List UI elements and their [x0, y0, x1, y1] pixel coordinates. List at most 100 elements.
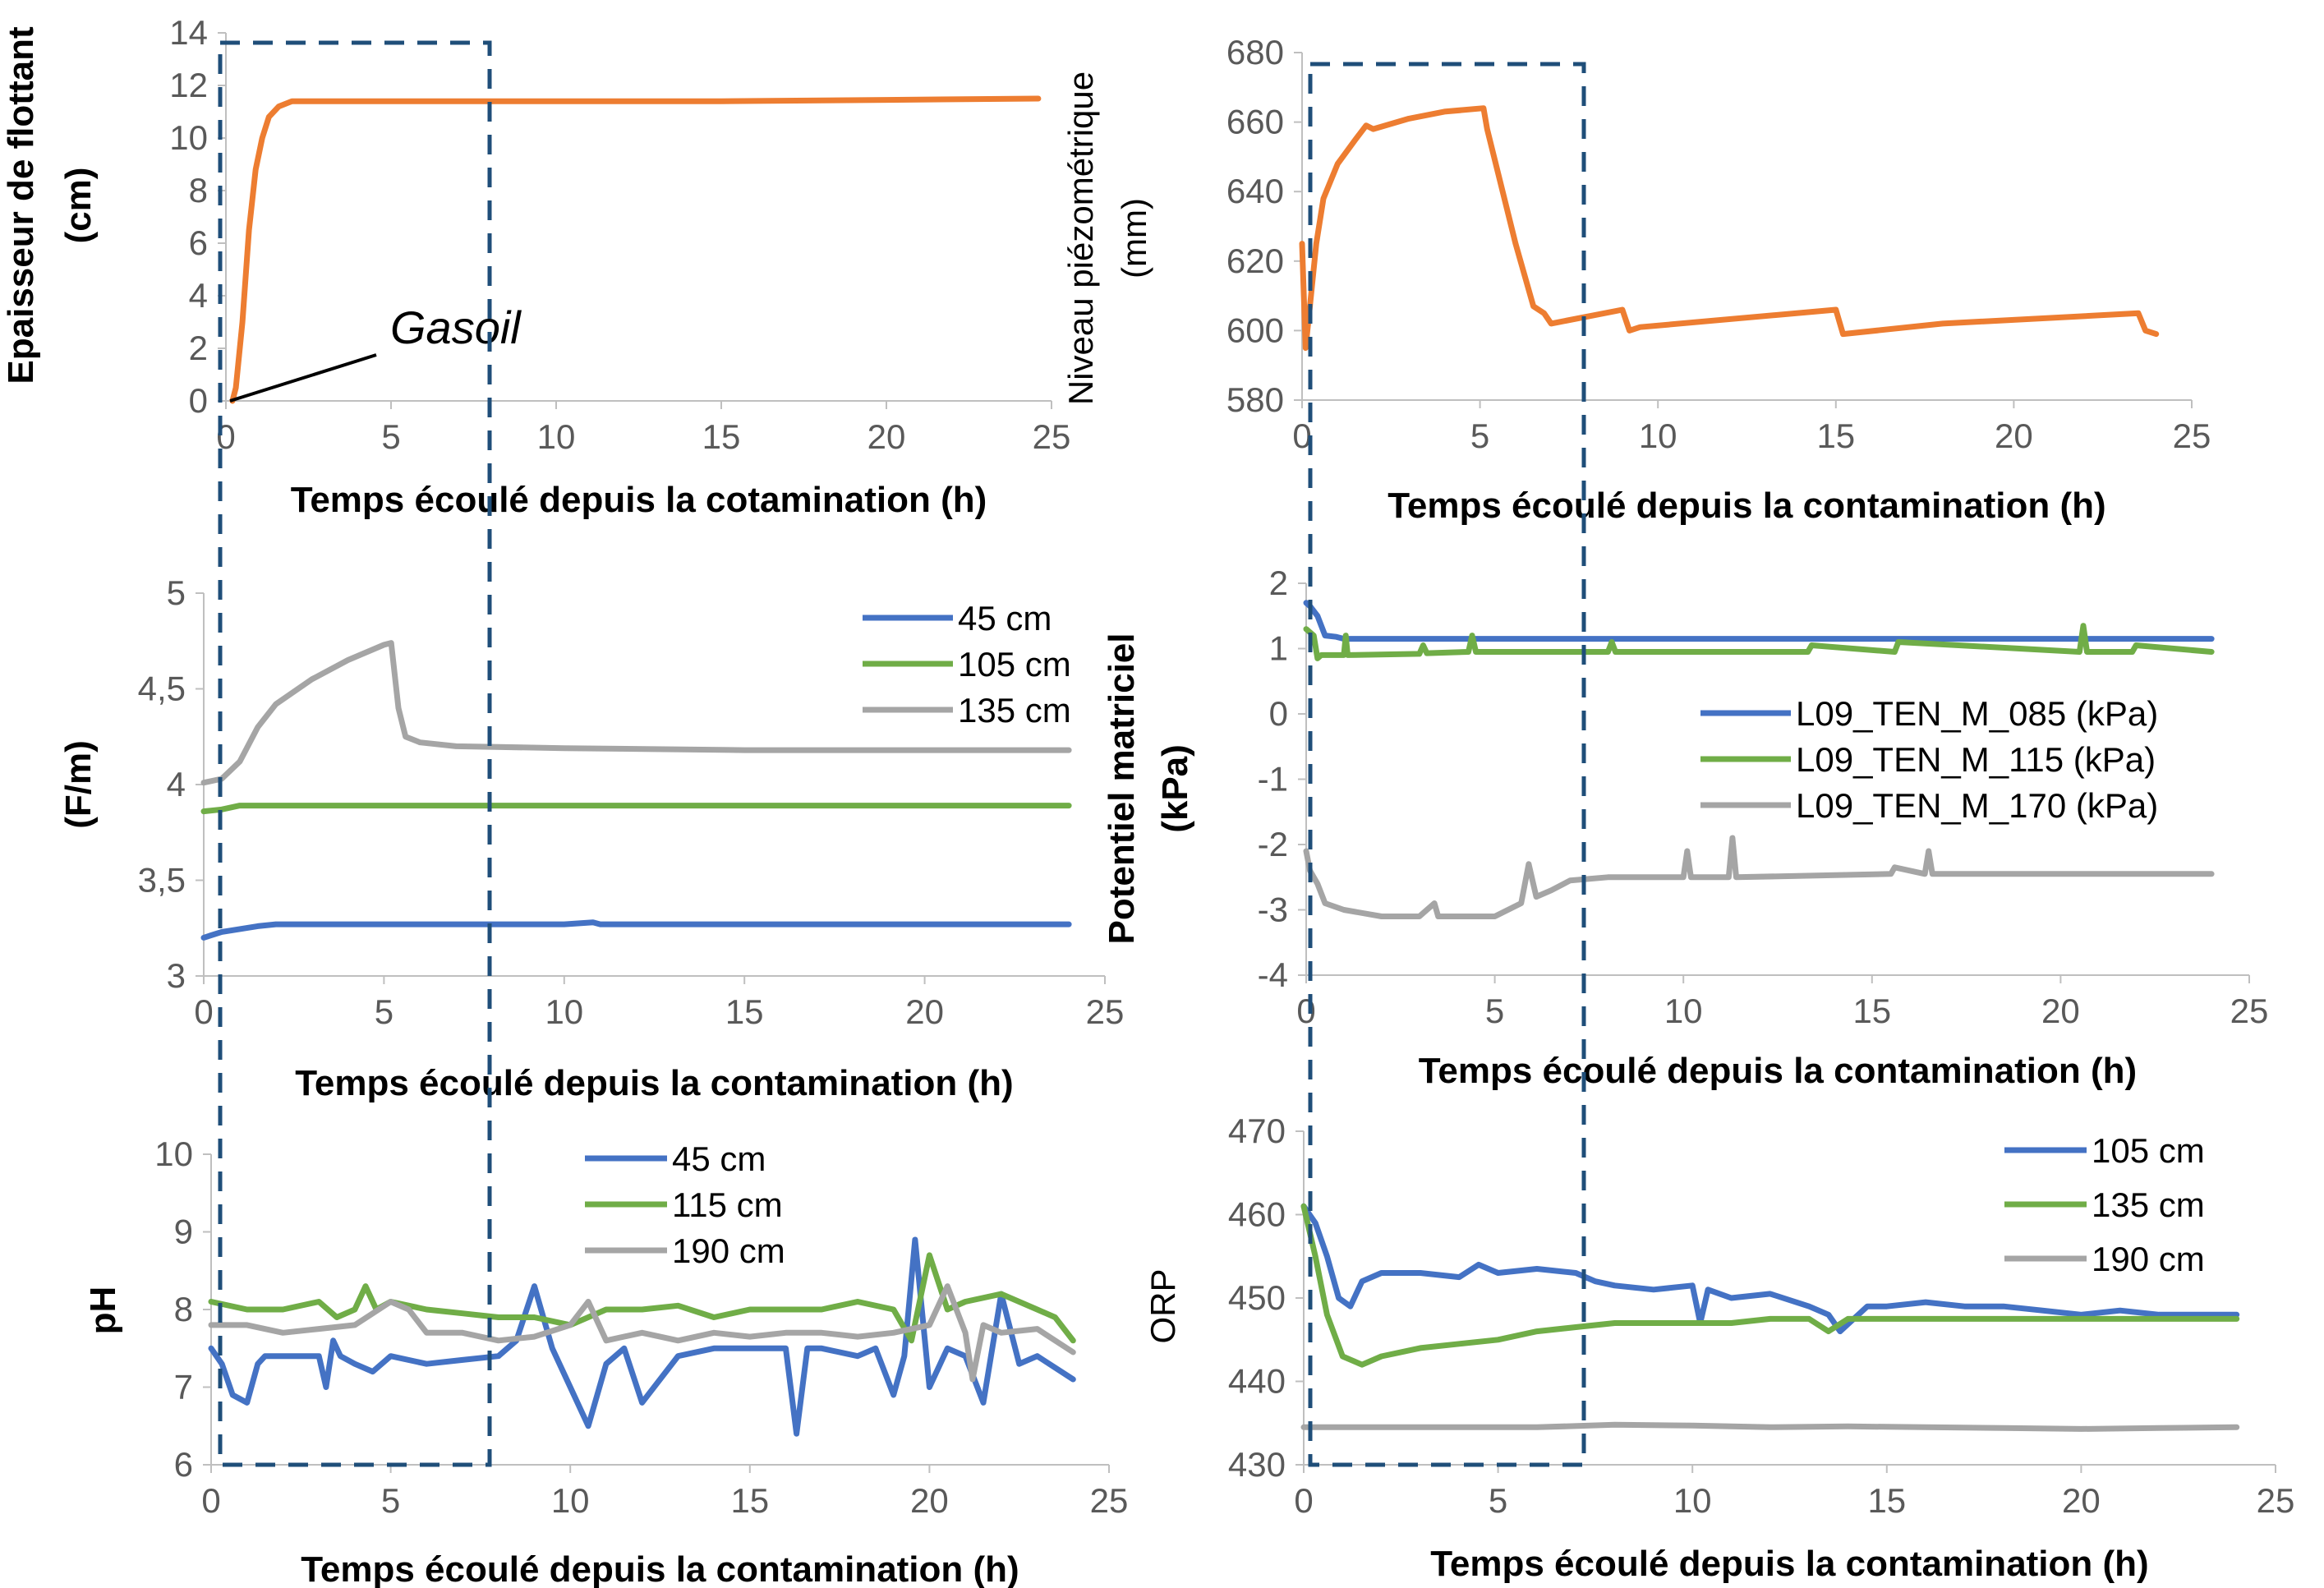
y-tick-label: 680 — [1226, 33, 1284, 71]
x-tick-label: 15 — [1816, 417, 1855, 455]
x-axis-title: Temps écoulé depuis la cotamination (h) — [291, 480, 987, 520]
x-tick-label: 5 — [375, 992, 393, 1031]
chart-p3: 0 5 10 15 20 25 3 3,5 4 4,5 5 Temps écoulé depuis l… — [58, 573, 1124, 1103]
series-line-orange — [1299, 105, 2160, 352]
y-tick-label: 640 — [1226, 172, 1284, 210]
series-line-45-cm — [208, 1236, 1076, 1437]
highlight-box-left — [218, 40, 492, 1467]
chart-p6: 0 5 10 15 20 25 430 440 450 460 470 Temps écoulé de… — [1144, 1112, 2294, 1584]
series-line-105-cm — [200, 803, 1072, 815]
x-tick-label: 25 — [1090, 1481, 1129, 1520]
x-tick-label: 15 — [1852, 992, 1891, 1030]
legend-label: L09_TEN_M_115 (kPa) — [1796, 740, 2156, 779]
y-tick-label: 6 — [174, 1445, 193, 1484]
legend-label: 190 cm — [672, 1231, 785, 1270]
x-tick-label: 5 — [381, 1481, 400, 1520]
y-axis-title: (F/m) — [58, 740, 99, 829]
x-tick-label: 25 — [2173, 417, 2211, 455]
y-tick-label: 2 — [189, 329, 208, 367]
y-tick-label: 9 — [174, 1213, 193, 1251]
y-axis-title-line: (F/m) — [58, 740, 99, 829]
x-tick-label: 5 — [1489, 1481, 1507, 1520]
x-tick-label: 20 — [910, 1481, 949, 1520]
series-line-190-cm — [208, 1283, 1076, 1383]
legend-label: 45 cm — [672, 1139, 766, 1178]
y-tick-label: 5 — [167, 573, 186, 612]
legend-label: 105 cm — [958, 645, 1071, 684]
y-tick-label: 6 — [189, 223, 208, 262]
chart-p5: 0 5 10 15 20 25 6 7 8 9 10 Temps écoulé depuis la c… — [83, 1135, 1128, 1588]
y-tick-label: 600 — [1226, 311, 1284, 349]
x-tick-label: 10 — [1673, 1481, 1712, 1520]
legend-label: 190 cm — [2092, 1240, 2205, 1278]
chart-p4: 0 5 10 15 20 25 -4 -3 -2 -1 0 1 2 Temps écoulé depuis… — [1102, 564, 2268, 1091]
x-tick-label: 20 — [905, 992, 944, 1031]
legend-label: 45 cm — [958, 599, 1052, 638]
y-tick-label: 470 — [1228, 1112, 1286, 1150]
y-axis-title: pH — [83, 1287, 123, 1335]
legend-label: 135 cm — [958, 691, 1071, 730]
x-tick-label: 25 — [2257, 1481, 2295, 1520]
y-axis-title-line: (cm) — [58, 168, 99, 244]
y-tick-label: 0 — [189, 381, 208, 420]
series-line-135-cm — [1300, 1203, 2240, 1368]
x-tick-label: 15 — [725, 992, 764, 1031]
series-line-45-cm — [200, 919, 1072, 941]
y-tick-label: 4,5 — [138, 670, 186, 708]
x-tick-label: 10 — [1639, 417, 1677, 455]
series-line-190-cm — [1300, 1421, 2240, 1432]
x-tick-label: 20 — [2041, 992, 2080, 1030]
y-tick-label: 2 — [1269, 564, 1288, 602]
y-tick-label: 620 — [1226, 242, 1284, 280]
legend-label: L09_TEN_M_085 (kPa) — [1796, 694, 2158, 733]
y-tick-label: 440 — [1228, 1362, 1286, 1401]
y-tick-label: 4 — [189, 276, 208, 315]
y-tick-label: 0 — [1269, 694, 1288, 733]
x-tick-label: 25 — [1033, 417, 1071, 456]
x-tick-label: 25 — [1086, 992, 1125, 1031]
legend-label: 135 cm — [2092, 1185, 2205, 1224]
x-tick-label: 20 — [2062, 1481, 2101, 1520]
legend-label: L09_TEN_M_170 (kPa) — [1796, 786, 2158, 825]
legend-label: 115 cm — [672, 1185, 783, 1224]
y-axis-title-line: (kPa) — [1155, 744, 1195, 833]
y-tick-label: -4 — [1258, 955, 1288, 994]
x-tick-label: 0 — [1292, 417, 1311, 455]
y-axis-title: Potentiel matriciel (kPa) — [1102, 633, 1195, 944]
y-axis-title: ORP — [1144, 1268, 1182, 1343]
x-tick-label: 0 — [1296, 992, 1315, 1030]
series-line-L09-TEN-M-115-kPa- — [1303, 623, 2215, 661]
y-tick-label: -3 — [1258, 891, 1288, 929]
y-axis-title-line: Epaisseur de flottant — [1, 26, 41, 384]
highlight-box-right — [1308, 62, 1586, 1467]
y-tick-label: 8 — [174, 1290, 193, 1328]
x-tick-label: 10 — [545, 992, 583, 1031]
y-axis-title-line: pH — [83, 1287, 123, 1335]
y-tick-label: 3 — [167, 956, 186, 995]
x-tick-label: 10 — [537, 417, 576, 456]
x-tick-label: 15 — [730, 1481, 769, 1520]
y-tick-label: 430 — [1228, 1445, 1286, 1484]
series-line-L09-TEN-M-170-kPa- — [1303, 835, 2215, 919]
x-tick-label: 10 — [551, 1481, 590, 1520]
y-axis-title: Epaisseur de flottant (cm) — [1, 26, 99, 384]
y-tick-label: 8 — [189, 171, 208, 209]
y-tick-label: 12 — [169, 66, 208, 104]
y-tick-label: 4 — [167, 765, 186, 803]
y-tick-label: 7 — [174, 1368, 193, 1406]
annotation-label: Gasoil — [390, 301, 522, 353]
x-axis-title: Temps écoulé depuis la contamination (h) — [295, 1063, 1013, 1103]
y-tick-label: 14 — [169, 13, 208, 52]
x-tick-label: 10 — [1664, 992, 1703, 1030]
x-axis-title: Temps écoulé depuis la contamination (h) — [1419, 1051, 2137, 1091]
chart-p2: 0 5 10 15 20 25 580 600 620 640 660 680 Temps écoulé… — [1061, 33, 2211, 526]
y-axis-title-line: ORP — [1144, 1268, 1182, 1343]
x-tick-label: 5 — [381, 417, 400, 456]
y-tick-label: 10 — [154, 1135, 193, 1173]
y-axis-title: Niveau piézométrique (mm) — [1061, 71, 1153, 405]
x-axis-title: Temps écoulé depuis la contamination (h) — [1430, 1544, 2148, 1584]
x-tick-label: 0 — [1294, 1481, 1313, 1520]
x-tick-label: 20 — [867, 417, 906, 456]
x-tick-label: 0 — [194, 992, 213, 1031]
y-tick-label: -1 — [1258, 760, 1288, 799]
